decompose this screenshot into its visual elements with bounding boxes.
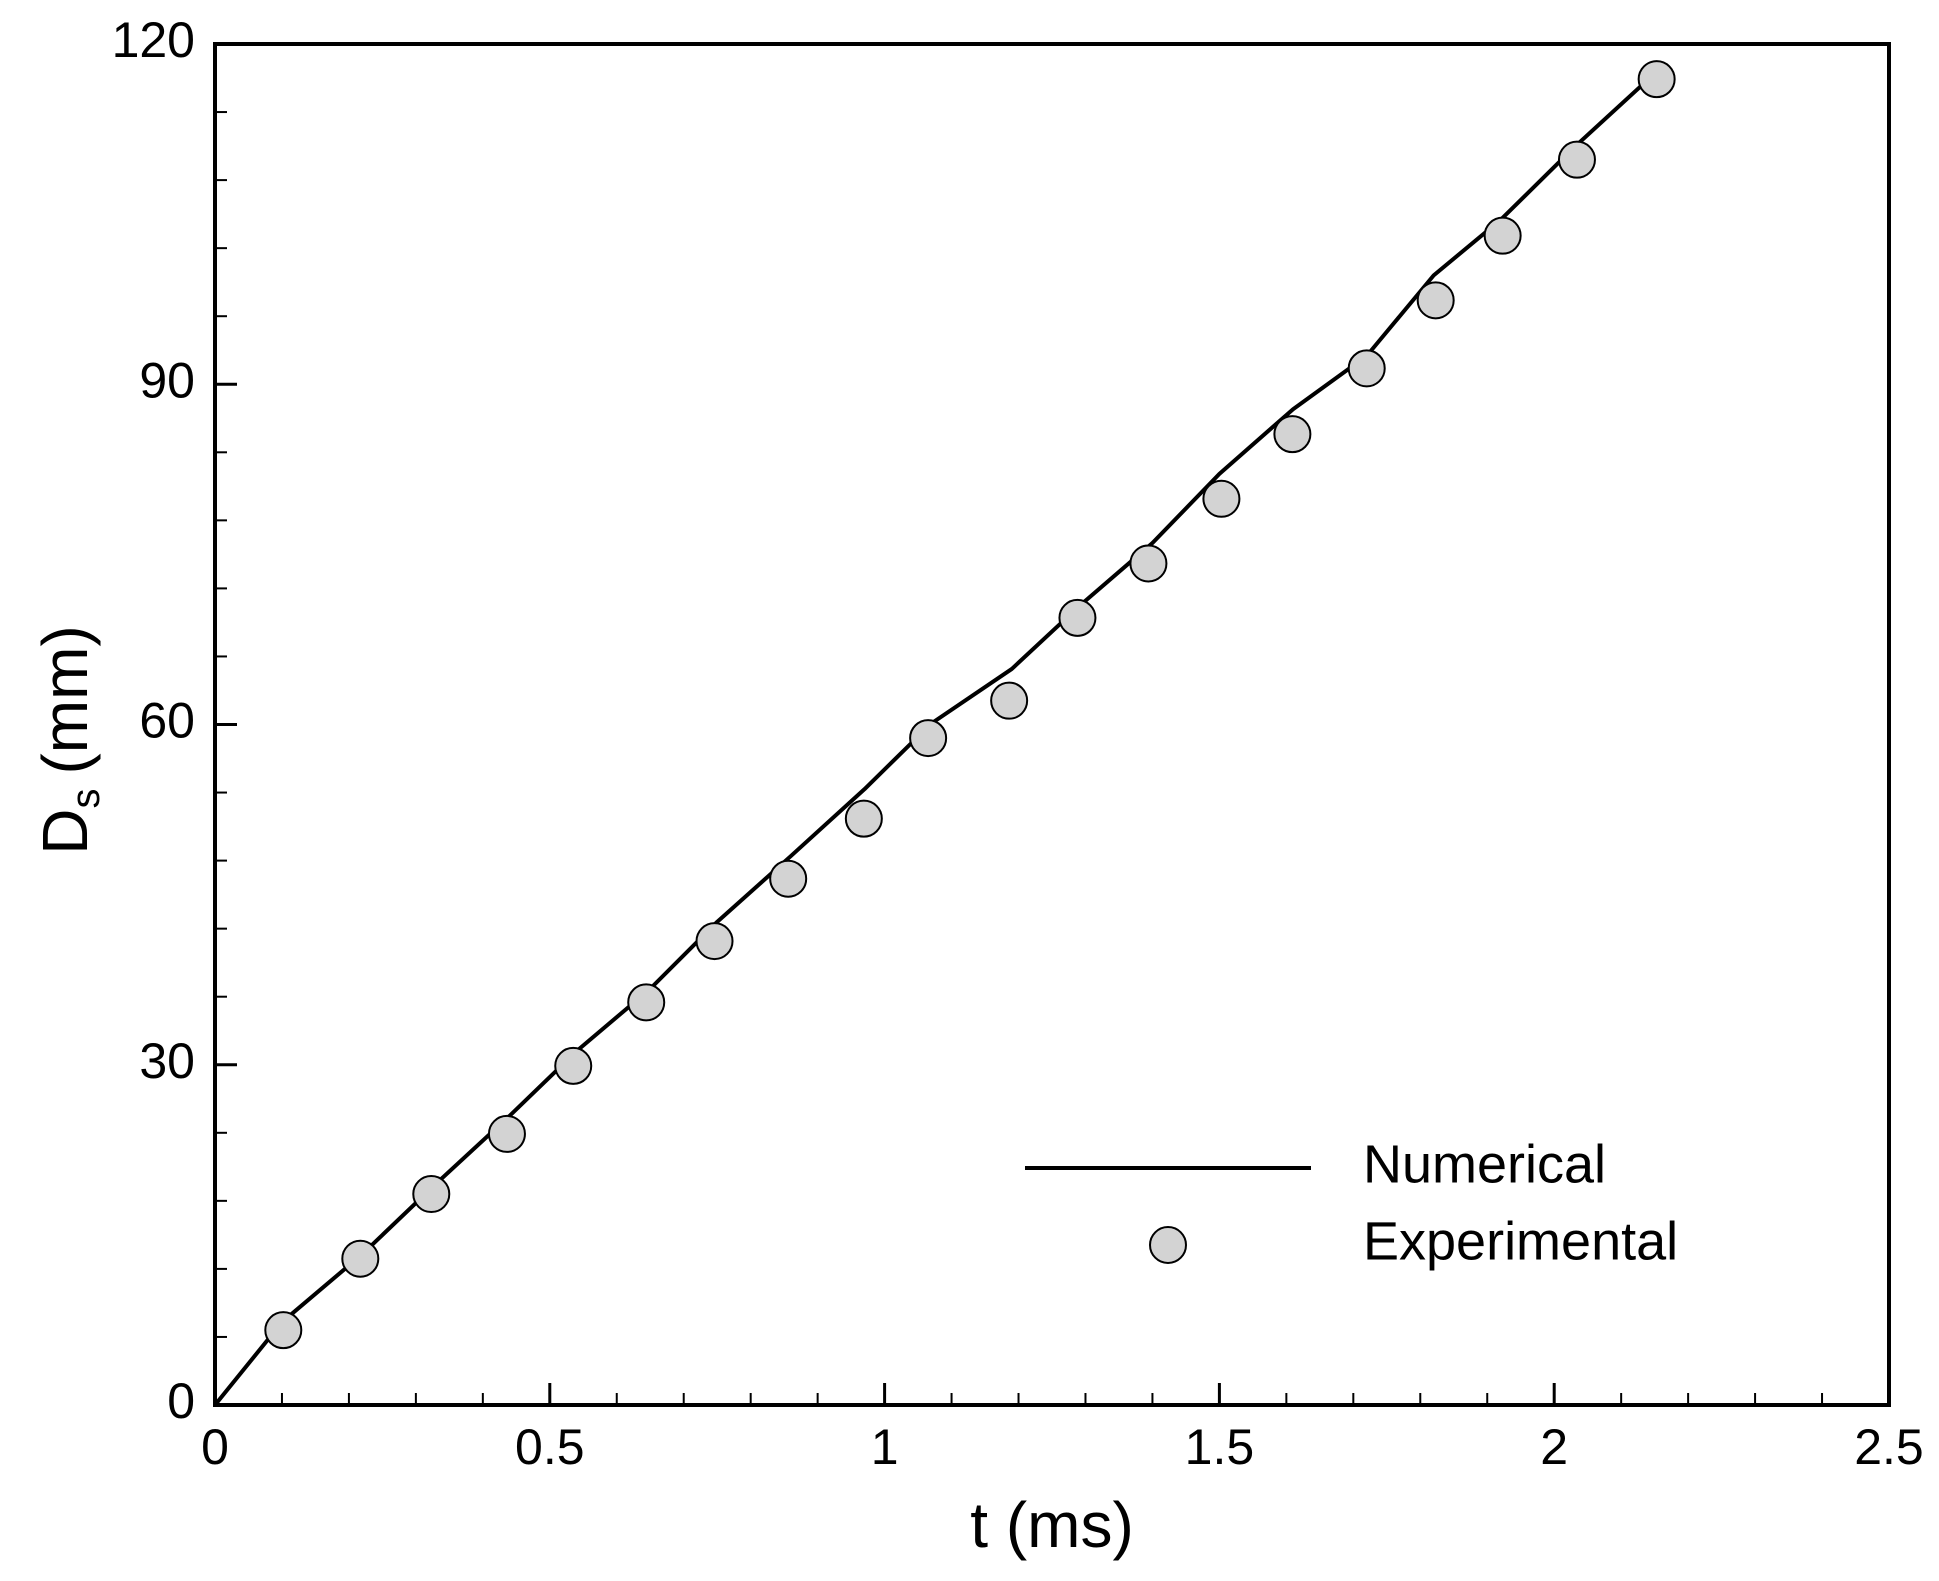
y-label-main: D <box>29 809 101 855</box>
y-tick-label: 60 <box>139 693 195 749</box>
y-tick-label: 90 <box>139 352 195 408</box>
data-point <box>1416 281 1455 320</box>
data-point <box>264 1311 303 1350</box>
data-point <box>1129 544 1168 583</box>
data-point <box>1347 349 1386 388</box>
data-point <box>1202 479 1241 518</box>
x-tick-label: 0 <box>201 1419 229 1475</box>
x-tick-label: 2 <box>1540 1419 1568 1475</box>
x-tick-label: 1 <box>871 1419 899 1475</box>
data-point <box>1058 598 1097 637</box>
data-point <box>844 799 883 838</box>
data-point <box>909 719 948 758</box>
y-tick-label: 30 <box>139 1033 195 1089</box>
y-axis-label: Ds (mm) <box>29 625 108 854</box>
y-label-sub: s <box>64 789 108 809</box>
data-point <box>554 1046 593 1085</box>
data-point <box>412 1175 451 1214</box>
y-tick-label: 120 <box>112 12 195 68</box>
data-point <box>341 1239 380 1278</box>
y-label-unit: (mm) <box>29 625 101 774</box>
x-tick-label: 0.5 <box>515 1419 585 1475</box>
legend-label: Numerical <box>1363 1134 1606 1194</box>
x-tick-label: 2.5 <box>1854 1419 1924 1475</box>
data-point <box>1557 140 1596 179</box>
legend-label: Experimental <box>1363 1211 1678 1271</box>
plot-frame <box>213 42 1891 1407</box>
x-tick-label: 1.5 <box>1185 1419 1255 1475</box>
data-point <box>695 922 734 961</box>
data-point <box>990 681 1029 720</box>
data-point <box>627 983 666 1022</box>
data-point <box>769 859 808 898</box>
data-point <box>1483 216 1522 255</box>
data-point <box>1273 415 1312 454</box>
data-point <box>487 1114 526 1153</box>
data-point <box>1637 60 1676 99</box>
legend-marker <box>1149 1226 1187 1264</box>
x-axis-label: t (ms) <box>970 1489 1134 1561</box>
y-tick-label: 0 <box>167 1373 195 1429</box>
